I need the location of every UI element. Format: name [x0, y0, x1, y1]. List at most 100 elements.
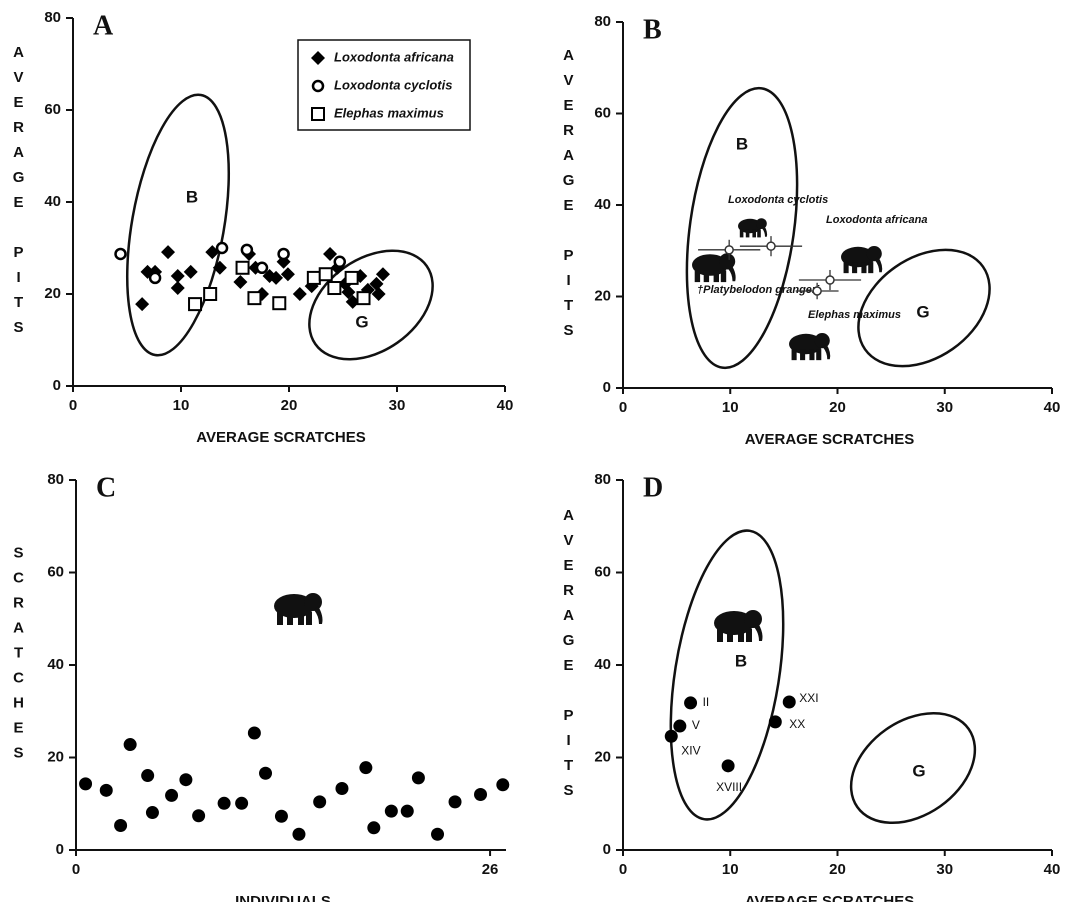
- diamond-point: [161, 245, 175, 259]
- diamond-point: [135, 297, 149, 311]
- region-g: [289, 228, 453, 381]
- x-tick-label: 20: [829, 399, 846, 416]
- y-tick-label: 60: [594, 104, 611, 121]
- mean-point: [725, 246, 733, 254]
- y-tick-label: 60: [47, 563, 64, 580]
- square-point: [308, 272, 320, 284]
- dot-point: [359, 761, 372, 774]
- square-point: [237, 262, 249, 274]
- x-tick-label: 10: [173, 397, 190, 414]
- silhouette: [714, 610, 763, 642]
- diamond-point: [281, 267, 295, 281]
- dot-point: [100, 784, 113, 797]
- dot-point: [165, 789, 178, 802]
- y-tick-label: 80: [594, 471, 611, 488]
- x-tick-label: 0: [72, 861, 80, 878]
- y-tick-label: 40: [594, 196, 611, 213]
- dot-point: [673, 720, 686, 733]
- dot-point: [769, 715, 782, 728]
- dot-point: [722, 759, 735, 772]
- point-label: V: [692, 718, 700, 732]
- y-tick-label: 40: [594, 656, 611, 673]
- circle-point: [116, 249, 126, 259]
- dot-point: [259, 767, 272, 780]
- y-tick-label: 0: [603, 841, 611, 858]
- dot-point: [474, 788, 487, 801]
- region-label: G: [916, 302, 929, 321]
- dot-point: [367, 821, 380, 834]
- square-point: [328, 282, 340, 294]
- y-tick-label: 80: [47, 471, 64, 488]
- legend-label: Loxodonta africana: [334, 49, 454, 64]
- silhouette: [738, 218, 767, 237]
- circle-point: [279, 249, 289, 259]
- y-axis-label: AVERAGE PITS: [10, 44, 27, 344]
- panel-label: B: [643, 14, 662, 45]
- x-tick-label: 30: [936, 861, 953, 878]
- diamond-point: [184, 265, 198, 279]
- y-tick-label: 60: [594, 563, 611, 580]
- square-point: [358, 292, 370, 304]
- dot-point: [449, 795, 462, 808]
- mean-point: [826, 276, 834, 284]
- panel-label: D: [643, 472, 663, 503]
- y-tick-label: 80: [594, 13, 611, 30]
- dot-point: [141, 769, 154, 782]
- dot-point: [684, 696, 697, 709]
- dot-point: [292, 828, 305, 841]
- panel-label: A: [93, 10, 114, 41]
- y-tick-label: 20: [594, 748, 611, 765]
- x-tick-label: 0: [69, 397, 77, 414]
- y-tick-label: 60: [44, 101, 61, 118]
- dot-point: [412, 771, 425, 784]
- dot-point: [114, 819, 127, 832]
- x-tick-label: 30: [389, 397, 406, 414]
- mean-point: [767, 242, 775, 250]
- x-axis-label: AVERAGE SCRATCHES: [196, 429, 365, 446]
- point-label: XXI: [799, 691, 818, 705]
- silhouette: [789, 333, 830, 360]
- diamond-point: [171, 281, 185, 295]
- y-tick-label: 20: [47, 748, 64, 765]
- square-point: [273, 297, 285, 309]
- dot-point: [665, 730, 678, 743]
- dot-point: [235, 797, 248, 810]
- dot-point: [385, 805, 398, 818]
- y-tick-label: 0: [603, 379, 611, 396]
- x-tick-label: 30: [936, 399, 953, 416]
- point-label: Loxodonta africana: [826, 214, 927, 226]
- point-label: Loxodonta cyclotis: [728, 194, 828, 206]
- dot-point: [335, 782, 348, 795]
- region-label: G: [912, 761, 925, 780]
- x-tick-label: 40: [497, 397, 514, 414]
- point-label: XX: [789, 717, 805, 731]
- dot-point: [783, 696, 796, 709]
- square-point: [320, 268, 332, 280]
- y-axis-label: AVERAGE PITS: [560, 507, 577, 807]
- square-point: [204, 288, 216, 300]
- y-tick-label: 20: [594, 287, 611, 304]
- point-label: Elephas maximus: [808, 309, 901, 321]
- silhouette: [841, 246, 882, 273]
- square-point: [189, 298, 201, 310]
- circle-point: [242, 245, 252, 255]
- dot-point: [124, 738, 137, 751]
- dot-point: [313, 795, 326, 808]
- dot-point: [179, 773, 192, 786]
- x-tick-label: 10: [722, 399, 739, 416]
- square-point: [346, 272, 358, 284]
- y-tick-label: 40: [47, 656, 64, 673]
- x-tick-label: 20: [281, 397, 298, 414]
- diamond-point: [293, 287, 307, 301]
- circle-point: [257, 263, 267, 273]
- y-tick-label: 0: [56, 841, 64, 858]
- y-tick-label: 40: [44, 193, 61, 210]
- point-label: II: [703, 695, 710, 709]
- dot-point: [218, 797, 231, 810]
- point-label: XIV: [681, 743, 700, 757]
- x-tick-label: 40: [1044, 861, 1061, 878]
- x-tick-label: 0: [619, 399, 627, 416]
- figure: 0 10 20 30 40 0 20 40 60 80 A AVERAGE SCRATCHES AVER…: [0, 0, 1071, 902]
- x-tick-label: 40: [1044, 399, 1061, 416]
- circle-point: [150, 273, 160, 283]
